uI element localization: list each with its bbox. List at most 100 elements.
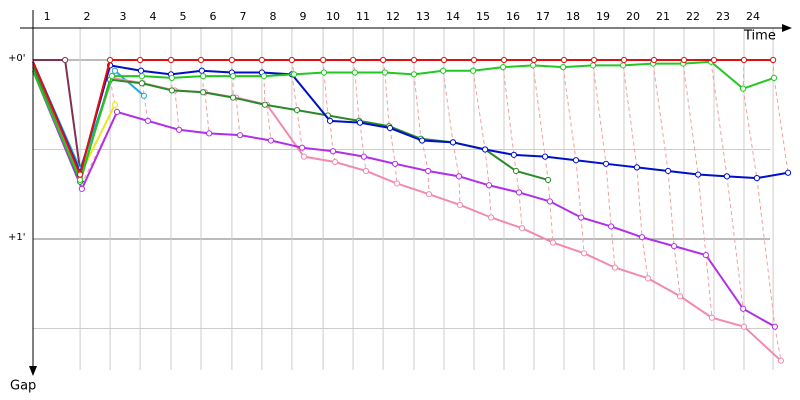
data-point [78, 185, 86, 192]
data-point [530, 62, 537, 69]
data-point [356, 119, 364, 126]
data-point [77, 176, 84, 184]
data-point [740, 305, 747, 312]
x-axis-arrow [782, 24, 792, 32]
data-point [740, 56, 748, 64]
data-point [108, 73, 116, 80]
x-tick-label: 19 [596, 10, 610, 23]
data-point [360, 153, 367, 160]
x-tick-label: 22 [686, 10, 700, 23]
data-point [633, 164, 641, 171]
data-point [518, 225, 526, 232]
data-point [572, 157, 580, 164]
y-tick-label: +1' [8, 232, 26, 243]
lap-connector [515, 170, 520, 193]
data-point [320, 56, 327, 64]
data-point [176, 126, 183, 133]
data-point [200, 89, 207, 96]
lap-connector [323, 72, 329, 116]
data-point [608, 223, 615, 230]
data-point [200, 73, 207, 80]
data-point [500, 64, 507, 71]
data-point [393, 180, 400, 187]
x-tick-label: 8 [270, 10, 277, 23]
lap-connector [580, 217, 585, 254]
lap-connector [756, 178, 776, 327]
data-point [449, 139, 457, 146]
data-point [482, 146, 489, 153]
data-point [381, 69, 388, 76]
x-tick-label: 11 [356, 10, 370, 23]
data-point [140, 92, 148, 99]
data-point [512, 167, 520, 175]
data-point [753, 175, 761, 182]
data-point [710, 56, 718, 64]
data-point [510, 151, 518, 158]
lap-connector [296, 110, 303, 148]
lap-connector [549, 201, 554, 243]
x-tick-label: 10 [326, 10, 340, 23]
data-point [293, 107, 301, 114]
data-point [197, 56, 205, 64]
y-axis-arrow [29, 366, 37, 376]
data-point [542, 153, 549, 160]
data-point [785, 169, 792, 176]
data-point [300, 153, 307, 160]
lap-connector [354, 72, 360, 121]
data-point [644, 275, 652, 282]
data-point [677, 293, 684, 300]
lap-connector [682, 63, 699, 175]
data-point [350, 56, 357, 64]
data-point [515, 189, 523, 196]
data-point [549, 239, 557, 246]
lap-connector [143, 95, 149, 121]
lap-connector [544, 156, 549, 180]
lap-connector [518, 192, 523, 229]
lap-connector [291, 74, 298, 111]
x-tick-label: 13 [416, 10, 430, 23]
series-line [32, 63, 782, 362]
x-tick-label: 18 [566, 10, 580, 23]
lap-connector [472, 70, 486, 150]
data-point [620, 56, 628, 64]
y-tick-label: +0' [8, 53, 26, 64]
data-point [560, 56, 568, 64]
lap-connector [204, 92, 210, 134]
lap-connector [442, 70, 454, 143]
data-point [470, 67, 477, 74]
data-point [650, 56, 658, 64]
data-point [261, 101, 268, 108]
data-point [702, 251, 710, 259]
data-point [299, 144, 306, 151]
lap-connector [636, 167, 643, 238]
lap-connector [774, 326, 782, 361]
lap-connector [641, 237, 649, 279]
lap-connector [413, 74, 422, 139]
data-point [708, 314, 716, 321]
data-point [62, 56, 69, 64]
lap-connector [652, 63, 669, 172]
data-point [230, 73, 237, 80]
lap-connector [329, 120, 334, 152]
data-point [111, 101, 119, 108]
data-point [267, 137, 274, 144]
data-point [456, 201, 463, 209]
data-point [455, 173, 463, 180]
lap-connector [235, 97, 241, 136]
data-point [777, 357, 785, 364]
data-point [320, 69, 328, 76]
data-point [638, 234, 646, 241]
data-point [546, 198, 554, 205]
lap-connector [742, 59, 745, 89]
data-point [602, 160, 610, 167]
data-point [362, 167, 370, 175]
lap-connector [773, 77, 789, 173]
data-point [144, 117, 151, 124]
lap-connector [452, 142, 460, 177]
lap-connector [673, 246, 681, 297]
data-point [740, 85, 747, 92]
x-tick-label: 20 [626, 10, 640, 23]
lap-connector [174, 90, 180, 130]
lap-connector [547, 179, 551, 202]
data-point [137, 56, 144, 64]
